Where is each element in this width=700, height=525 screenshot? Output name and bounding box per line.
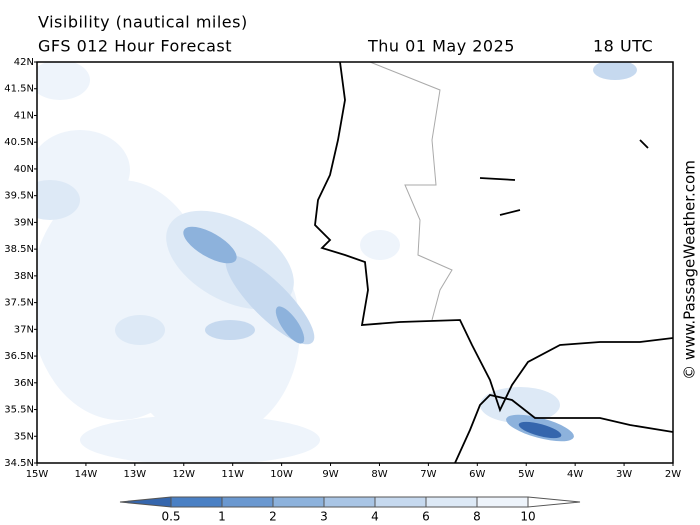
lon-label: 12W (172, 469, 195, 480)
lat-label: 36.5N (4, 351, 34, 362)
colorbar-label: 10 (520, 510, 535, 524)
colorbar-segment (476, 496, 529, 508)
lon-label: 4W (567, 469, 583, 480)
lat-label: 36N (14, 378, 34, 389)
colorbar-label: 3 (320, 510, 328, 524)
lat-label: 37.5N (4, 298, 34, 309)
colorbar-arrow (119, 496, 172, 508)
lat-label: 34.5N (4, 458, 34, 469)
colorbar-label: 1 (218, 510, 226, 524)
date-label: Thu 01 May 2025 (367, 37, 515, 56)
lon-label: 8W (371, 469, 387, 480)
lat-label: 40N (14, 164, 34, 175)
colorbar-label: 4 (371, 510, 379, 524)
map-frame (36, 61, 674, 464)
lat-label: 41N (14, 110, 34, 121)
lat-label: 37N (14, 324, 34, 335)
lat-label: 35N (14, 431, 34, 442)
colorbar-arrow (527, 496, 581, 508)
colorbar-label: 8 (473, 510, 481, 524)
lat-label: 42N (14, 57, 34, 68)
lat-label: 41.5N (4, 84, 34, 95)
colorbar-segment (272, 496, 325, 508)
lat-label: 38.5N (4, 244, 34, 255)
colorbar-label: 6 (422, 510, 430, 524)
colorbar-segment (170, 496, 223, 508)
lon-label: 7W (420, 469, 436, 480)
lat-label: 39N (14, 217, 34, 228)
colorbar-segment (425, 496, 478, 508)
lon-label: 10W (270, 469, 293, 480)
watermark: © www.PassageWeather.com (681, 160, 699, 380)
lon-label: 6W (469, 469, 485, 480)
lat-label: 35.5N (4, 405, 34, 416)
lat-label: 40.5N (4, 137, 34, 148)
lat-label: 38N (14, 271, 34, 282)
lon-label: 5W (518, 469, 534, 480)
lon-label: 14W (75, 469, 98, 480)
time-label: 18 UTC (593, 37, 653, 56)
colorbar-segment (323, 496, 376, 508)
colorbar-label: 2 (269, 510, 277, 524)
lon-label: 3W (616, 469, 632, 480)
lon-label: 9W (322, 469, 338, 480)
lat-label: 39.5N (4, 191, 34, 202)
colorbar-segment (221, 496, 274, 508)
visibility-field (37, 62, 673, 463)
lon-label: 13W (124, 469, 147, 480)
colorbar-label: 0.5 (161, 510, 180, 524)
colorbar-segment (374, 496, 427, 508)
lon-label: 11W (221, 469, 244, 480)
map-title: Visibility (nautical miles) (38, 13, 248, 32)
model-label: GFS 012 Hour Forecast (38, 37, 232, 56)
lon-label: 15W (26, 469, 49, 480)
lon-label: 2W (665, 469, 681, 480)
